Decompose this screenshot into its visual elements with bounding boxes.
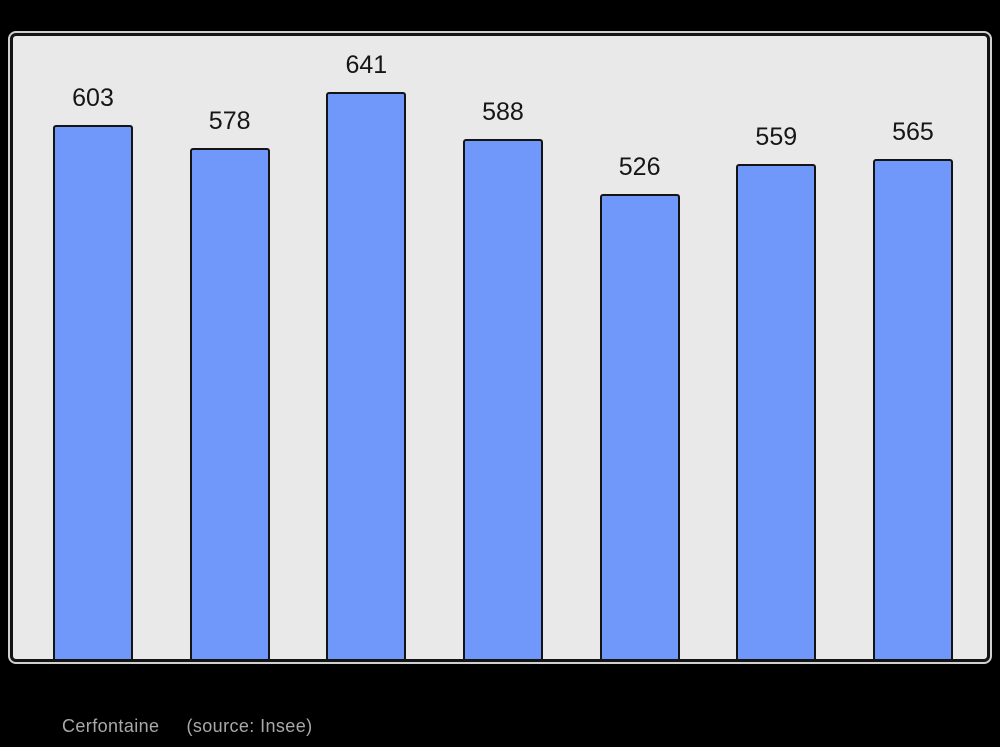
bar bbox=[872, 159, 953, 659]
bar-group: 578 bbox=[189, 107, 270, 659]
chart-caption: Cerfontaine (source: Insee) bbox=[62, 716, 313, 737]
bar bbox=[326, 92, 407, 659]
caption-commune: Cerfontaine bbox=[62, 716, 160, 736]
plot-area: 603 578 641 588 526 559 bbox=[8, 31, 992, 664]
bar-value-label: 559 bbox=[755, 123, 798, 152]
bar bbox=[736, 164, 817, 659]
bar bbox=[462, 139, 543, 659]
bar-group: 603 bbox=[53, 84, 133, 659]
bar-group: 588 bbox=[462, 98, 543, 659]
bar-series: 603 578 641 588 526 559 bbox=[13, 36, 987, 659]
caption-source: (source: Insee) bbox=[186, 716, 313, 736]
bar-group: 526 bbox=[599, 153, 680, 659]
bar-value-label: 526 bbox=[618, 153, 661, 182]
bar-value-label: 641 bbox=[345, 51, 388, 80]
bar-group: 559 bbox=[736, 123, 817, 659]
bar-group: 641 bbox=[326, 51, 407, 659]
bar-group: 565 bbox=[872, 118, 953, 659]
bar-value-label: 588 bbox=[482, 98, 524, 127]
bar-value-label: 578 bbox=[208, 107, 251, 136]
bar bbox=[599, 194, 680, 659]
bar bbox=[189, 148, 270, 659]
bar-value-label: 603 bbox=[72, 84, 114, 113]
bar bbox=[53, 125, 133, 659]
bar-value-label: 565 bbox=[892, 118, 934, 147]
